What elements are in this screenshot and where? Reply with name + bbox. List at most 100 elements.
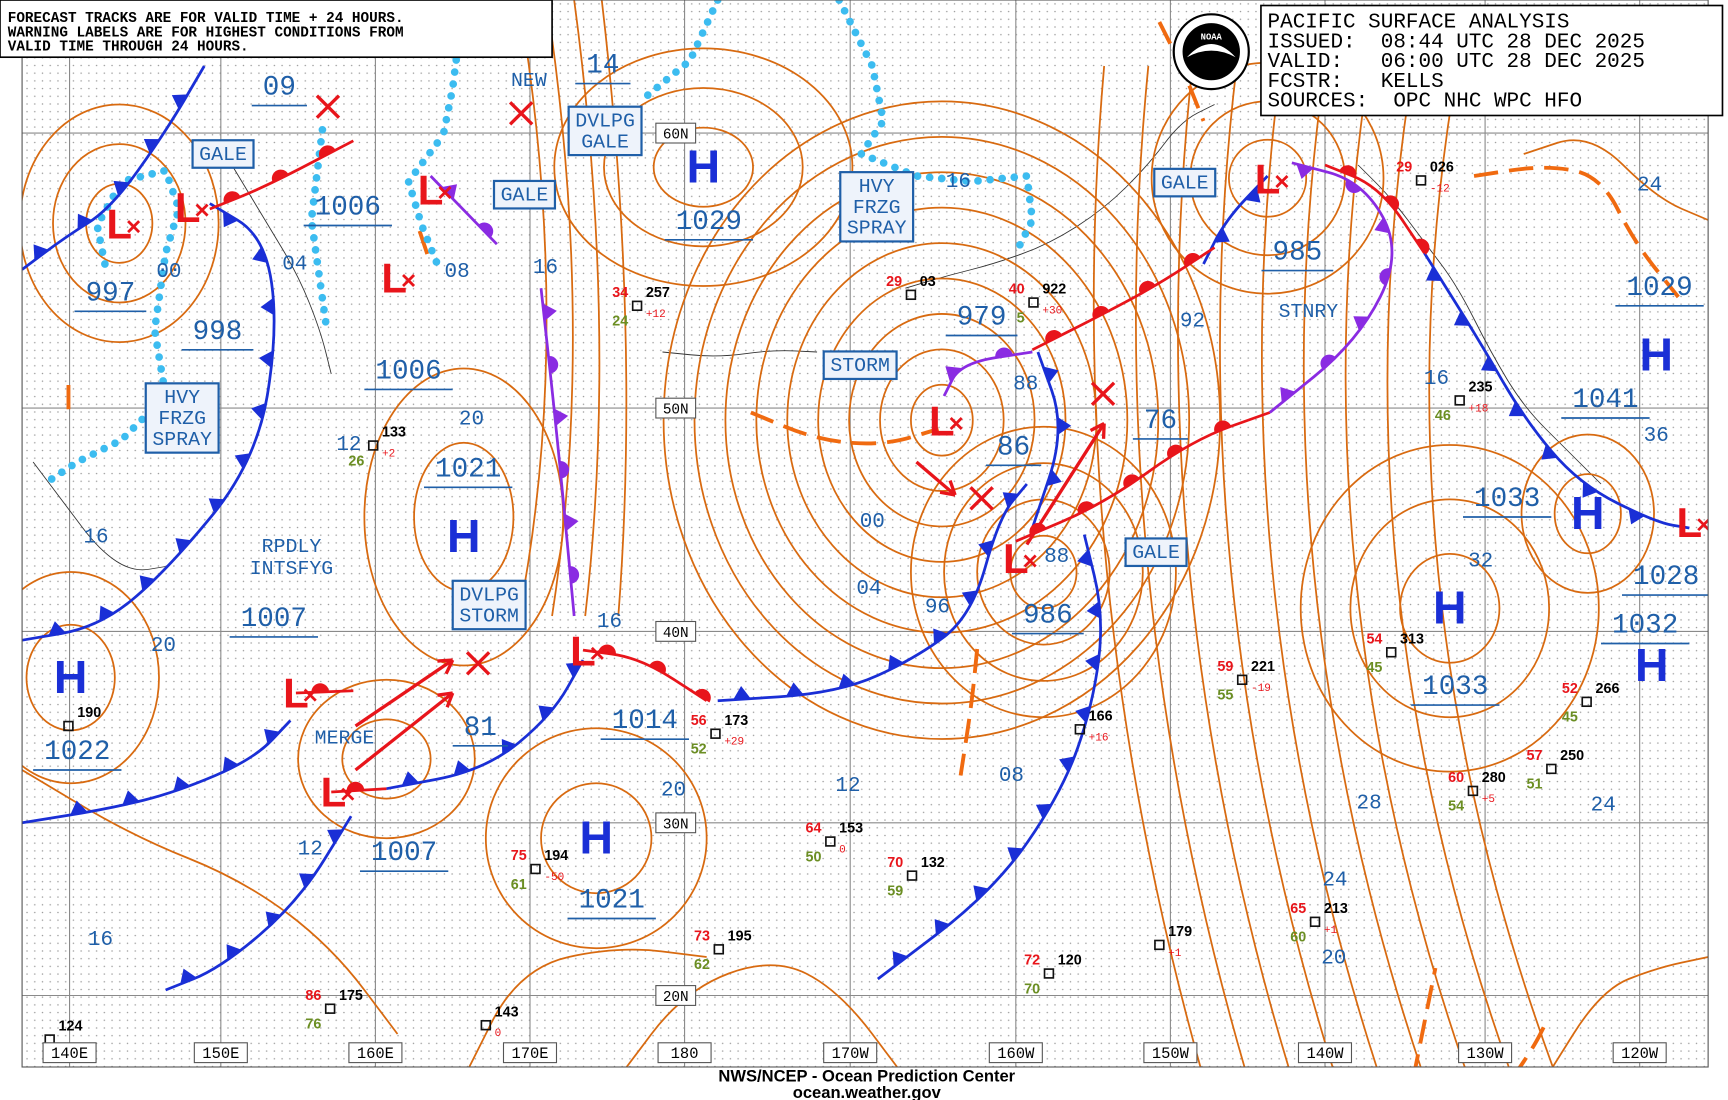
station-temperature: 73 xyxy=(694,929,710,945)
coastline xyxy=(231,164,332,375)
isobar xyxy=(1551,956,1709,1067)
front-triangle xyxy=(888,654,904,671)
low-center: L xyxy=(929,398,955,445)
lat-label: 20N xyxy=(663,990,689,1006)
front-triangle xyxy=(48,621,66,636)
high-center: H xyxy=(1433,582,1466,634)
front-triangle xyxy=(223,211,239,228)
lon-label: 160W xyxy=(997,1045,1035,1063)
noaa-logo-bird xyxy=(1186,44,1236,58)
front-semicircle xyxy=(1379,268,1391,286)
station-temperature: 52 xyxy=(1562,681,1578,697)
station-pressure: 175 xyxy=(339,988,363,1004)
front-semicircle xyxy=(1415,238,1430,255)
center-pressure: 1007 xyxy=(371,838,437,869)
front-triangle xyxy=(1007,847,1024,863)
isobar-label: 20 xyxy=(459,409,484,432)
low-center-x xyxy=(402,274,416,287)
warning-box xyxy=(822,350,898,381)
isobar xyxy=(363,367,565,667)
low-center: L xyxy=(418,167,444,214)
noaa-logo-inner xyxy=(1182,23,1240,81)
station-dewpoint: 50 xyxy=(806,849,822,865)
lat-label: 30N xyxy=(663,817,689,833)
station-pressure: 166 xyxy=(1089,709,1113,725)
warning-box xyxy=(451,579,527,631)
front-triangle xyxy=(251,402,267,420)
isobar xyxy=(848,313,1036,528)
station-marker xyxy=(1415,175,1427,186)
front-triangle xyxy=(786,682,804,697)
station-temperature: 64 xyxy=(806,821,822,837)
station-marker xyxy=(530,863,541,875)
lon-label-box xyxy=(348,1042,403,1064)
warm-front xyxy=(582,648,708,702)
header-line: PACIFIC SURFACE ANALYSIS xyxy=(1268,12,1570,35)
track-arrow xyxy=(1025,422,1106,546)
front-triangle xyxy=(1296,163,1314,179)
front-semicircle xyxy=(1384,195,1400,211)
front-triangle xyxy=(77,213,93,230)
low-center: L xyxy=(381,255,407,302)
station-pressure: 213 xyxy=(1324,901,1348,917)
isobar xyxy=(545,0,574,617)
front-triangle xyxy=(554,408,569,427)
isobar-label: 16 xyxy=(88,929,113,952)
cold-front xyxy=(22,65,206,271)
station-pressure: 143 xyxy=(495,1004,519,1020)
station-marker xyxy=(480,1019,492,1031)
track-arrowhead xyxy=(939,480,957,497)
forecast-position xyxy=(315,94,341,119)
isobar xyxy=(693,135,1191,705)
isobar-label: 24 xyxy=(1591,795,1616,818)
front-triangle xyxy=(1059,756,1075,773)
isobar xyxy=(1261,65,1378,1067)
center-pressure: 1007 xyxy=(241,604,307,635)
station-pressure: 195 xyxy=(728,929,752,945)
ice-edge xyxy=(636,0,722,106)
high-center: H xyxy=(580,812,613,864)
station-pressure: 235 xyxy=(1469,380,1493,396)
lat-label-box xyxy=(655,812,697,834)
isobar xyxy=(1177,65,1290,1067)
station-marker xyxy=(1385,647,1397,658)
station-marker xyxy=(631,300,643,312)
isobar-label: 20 xyxy=(1321,948,1346,971)
station-pressure: 132 xyxy=(921,855,945,871)
front-triangle xyxy=(564,513,579,532)
warning-label: FRZG xyxy=(853,196,901,219)
lon-label-box xyxy=(1458,1042,1513,1064)
center-pressure: 1014 xyxy=(612,706,678,737)
cold-front xyxy=(876,534,1102,981)
front-semicircle xyxy=(223,191,241,204)
isobar xyxy=(22,769,399,1035)
lon-label: 140E xyxy=(51,1045,88,1063)
isobar xyxy=(724,171,1160,670)
lat-label: 40N xyxy=(663,626,689,642)
isobar-label: 04 xyxy=(282,254,307,277)
warning-label: STORM xyxy=(830,354,890,377)
front-triangle xyxy=(1628,508,1645,525)
front-semicircle xyxy=(649,660,666,674)
front-triangle xyxy=(1508,401,1525,417)
isobar xyxy=(662,100,1221,740)
station-pressure: 03 xyxy=(920,274,936,290)
station-dewpoint: 51 xyxy=(1527,777,1543,793)
header-box xyxy=(1260,4,1724,117)
isobar xyxy=(1520,433,1655,594)
front-triangle xyxy=(143,139,160,154)
notice-box xyxy=(0,0,553,59)
station-temperature: 72 xyxy=(1024,953,1040,969)
footer-url: ocean.weather.gov xyxy=(793,1083,942,1100)
station-pressure: 190 xyxy=(77,705,101,721)
station-tendency: +29 xyxy=(724,737,744,749)
lon-label: 140W xyxy=(1306,1045,1344,1063)
front-triangle xyxy=(33,244,49,261)
warning-box xyxy=(492,179,557,210)
header-line: FCSTR: KELLS xyxy=(1268,71,1444,94)
front-semicircle xyxy=(1214,420,1232,433)
station-marker xyxy=(63,720,74,732)
front-triangle xyxy=(1085,653,1100,672)
front-semicircle xyxy=(598,644,616,655)
front-triangle xyxy=(222,756,239,773)
